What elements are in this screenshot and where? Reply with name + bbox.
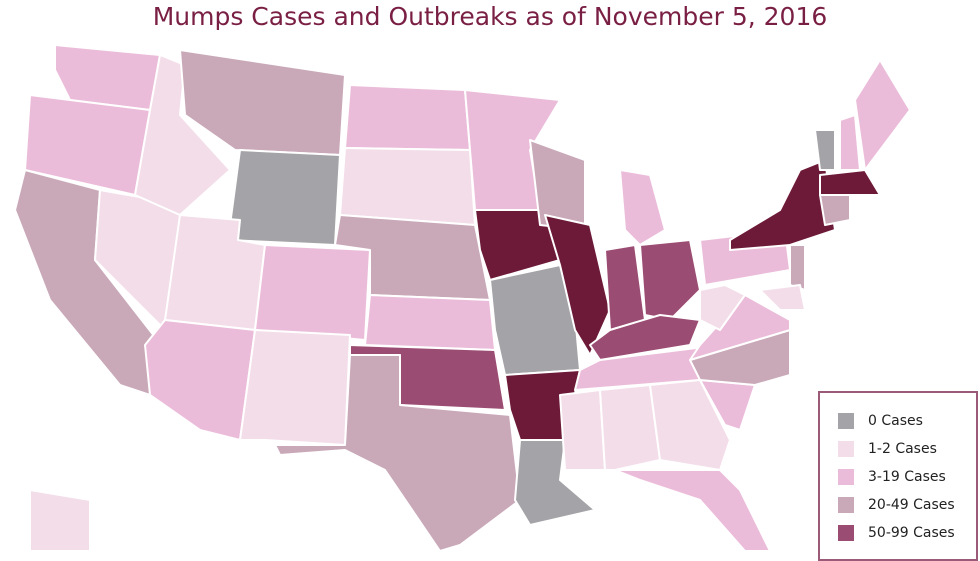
state-nm [239, 329, 351, 446]
legend-label: 50-99 Cases [868, 525, 955, 541]
legend-swatch [838, 441, 854, 457]
state-az [144, 319, 256, 441]
state-wy [227, 149, 341, 246]
state-mi [619, 169, 666, 246]
legend-swatch [838, 497, 854, 513]
state-md [759, 284, 806, 311]
state-fl [614, 469, 771, 551]
state-il [544, 214, 611, 356]
state-co [254, 244, 371, 341]
state-ms [559, 389, 606, 471]
state-mt [179, 49, 346, 156]
state-tx [274, 354, 521, 551]
state-nj [789, 244, 806, 291]
legend-label: 20-49 Cases [868, 497, 955, 513]
state-ct [819, 194, 851, 226]
state-nh [839, 114, 861, 171]
legend-item: 1-2 Cases [820, 435, 976, 463]
state-ak [29, 489, 91, 551]
legend-item: 50-99 Cases [820, 519, 976, 547]
legend-label: 0 Cases [868, 413, 923, 429]
legend-item: 20-49 Cases [820, 491, 976, 519]
state-al [599, 384, 661, 471]
state-wv [699, 284, 746, 331]
state-ia [474, 209, 561, 281]
state-ga [649, 379, 731, 471]
state-wi [529, 139, 586, 231]
state-me [854, 59, 911, 171]
legend-swatch [838, 413, 854, 429]
legend-swatch [838, 525, 854, 541]
state-ma [819, 169, 881, 196]
legend-item: 0 Cases [820, 407, 976, 435]
state-sd [339, 147, 476, 226]
legend-label: 3-19 Cases [868, 469, 946, 485]
legend-label: 1-2 Cases [868, 441, 937, 457]
map-title: Mumps Cases and Outbreaks as of November… [152, 2, 828, 31]
state-vt [814, 129, 836, 171]
state-in [604, 244, 646, 331]
state-ny [729, 159, 836, 251]
state-oh [639, 239, 701, 321]
legend: 0 Cases 1-2 Cases 3-19 Cases 20-49 Cases 50-… [818, 391, 978, 561]
state-ks [364, 294, 496, 351]
legend-swatch [838, 469, 854, 485]
legend-item: 3-19 Cases [820, 463, 976, 491]
state-nd [344, 84, 471, 151]
